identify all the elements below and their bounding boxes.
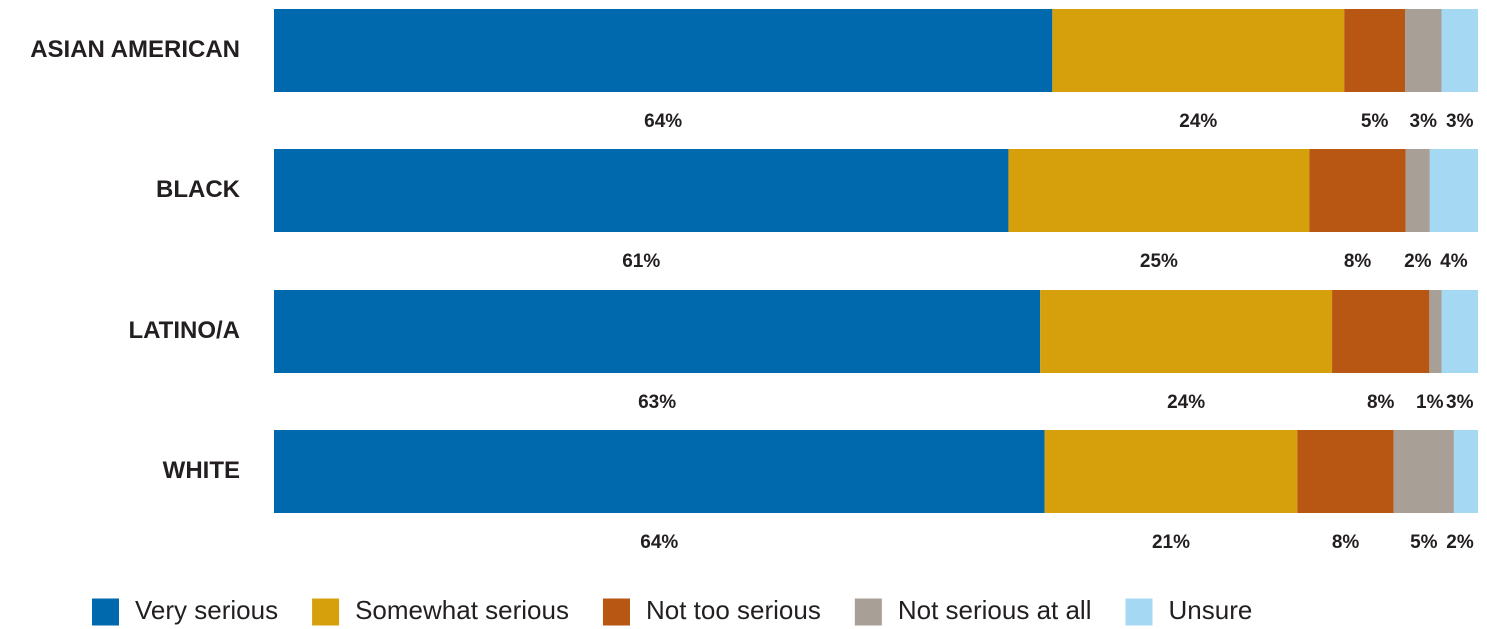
value-label: 3%: [1410, 111, 1438, 132]
category-label: ASIAN AMERICAN: [30, 36, 240, 63]
value-label: 24%: [1167, 392, 1205, 413]
value-label: 3%: [1446, 392, 1474, 413]
category-labels: ASIAN AMERICAN BLACK LATINO/A WHITE: [30, 36, 240, 484]
bar-segment: [1441, 9, 1478, 92]
value-label: 1%: [1416, 392, 1444, 413]
value-labels: 64% 24% 5% 3% 3%61% 25% 8% 2% 4%63% 24% 8% 1% 3%64% 2…: [622, 111, 1474, 553]
legend-swatch: [854, 598, 882, 626]
bar-segment: [1052, 9, 1345, 92]
bar-segment: [1309, 149, 1406, 232]
legend-swatch: [602, 598, 630, 626]
bar-segment: [1441, 290, 1478, 373]
bar-segment: [1297, 430, 1394, 513]
bar-segment: [1332, 290, 1430, 373]
legend-item-label: Somewhat serious: [355, 595, 569, 625]
value-label: 5%: [1361, 111, 1389, 132]
category-label: BLACK: [156, 176, 241, 203]
legend: Very serious Somewhat serious Not too seri…: [92, 595, 1252, 626]
legend-item-label: Very serious: [135, 595, 278, 625]
bar-segment: [274, 430, 1045, 513]
bar-segment: [1044, 430, 1298, 513]
bar-segment: [274, 9, 1053, 92]
bar-segment: [1405, 149, 1430, 232]
category-label: LATINO/A: [128, 317, 240, 344]
value-label: 3%: [1446, 111, 1474, 132]
bar-segment: [274, 149, 1009, 232]
legend-swatch: [92, 598, 119, 626]
bar-segment: [1344, 9, 1406, 92]
value-label: 5%: [1410, 532, 1438, 553]
value-label: 8%: [1367, 392, 1395, 413]
value-label: 21%: [1152, 532, 1190, 553]
bar-segment: [1008, 149, 1310, 232]
legend-item-label: Not too serious: [646, 595, 821, 625]
legend-swatch: [312, 598, 340, 626]
bar-segment: [1429, 149, 1478, 232]
value-label: 8%: [1344, 251, 1372, 272]
value-label: 24%: [1179, 111, 1217, 132]
value-label: 61%: [622, 251, 660, 272]
value-label: 64%: [640, 532, 678, 553]
value-label: 2%: [1446, 532, 1474, 553]
legend-item-label: Unsure: [1169, 595, 1253, 625]
value-label: 64%: [644, 111, 682, 132]
bar-segment: [1405, 9, 1442, 92]
bar-segment: [1429, 290, 1442, 373]
value-label: 8%: [1332, 532, 1360, 553]
bar-segment: [1040, 290, 1333, 373]
legend-item-label: Not serious at all: [898, 595, 1092, 625]
bars: [274, 9, 1478, 513]
value-label: 4%: [1440, 251, 1468, 272]
bar-segment: [274, 290, 1041, 373]
bar-segment: [1453, 430, 1478, 513]
legend-swatch: [1125, 598, 1153, 626]
bar-segment: [1393, 430, 1454, 513]
value-label: 25%: [1140, 251, 1178, 272]
value-label: 2%: [1404, 251, 1432, 272]
category-label: WHITE: [163, 457, 240, 484]
value-label: 63%: [638, 392, 676, 413]
